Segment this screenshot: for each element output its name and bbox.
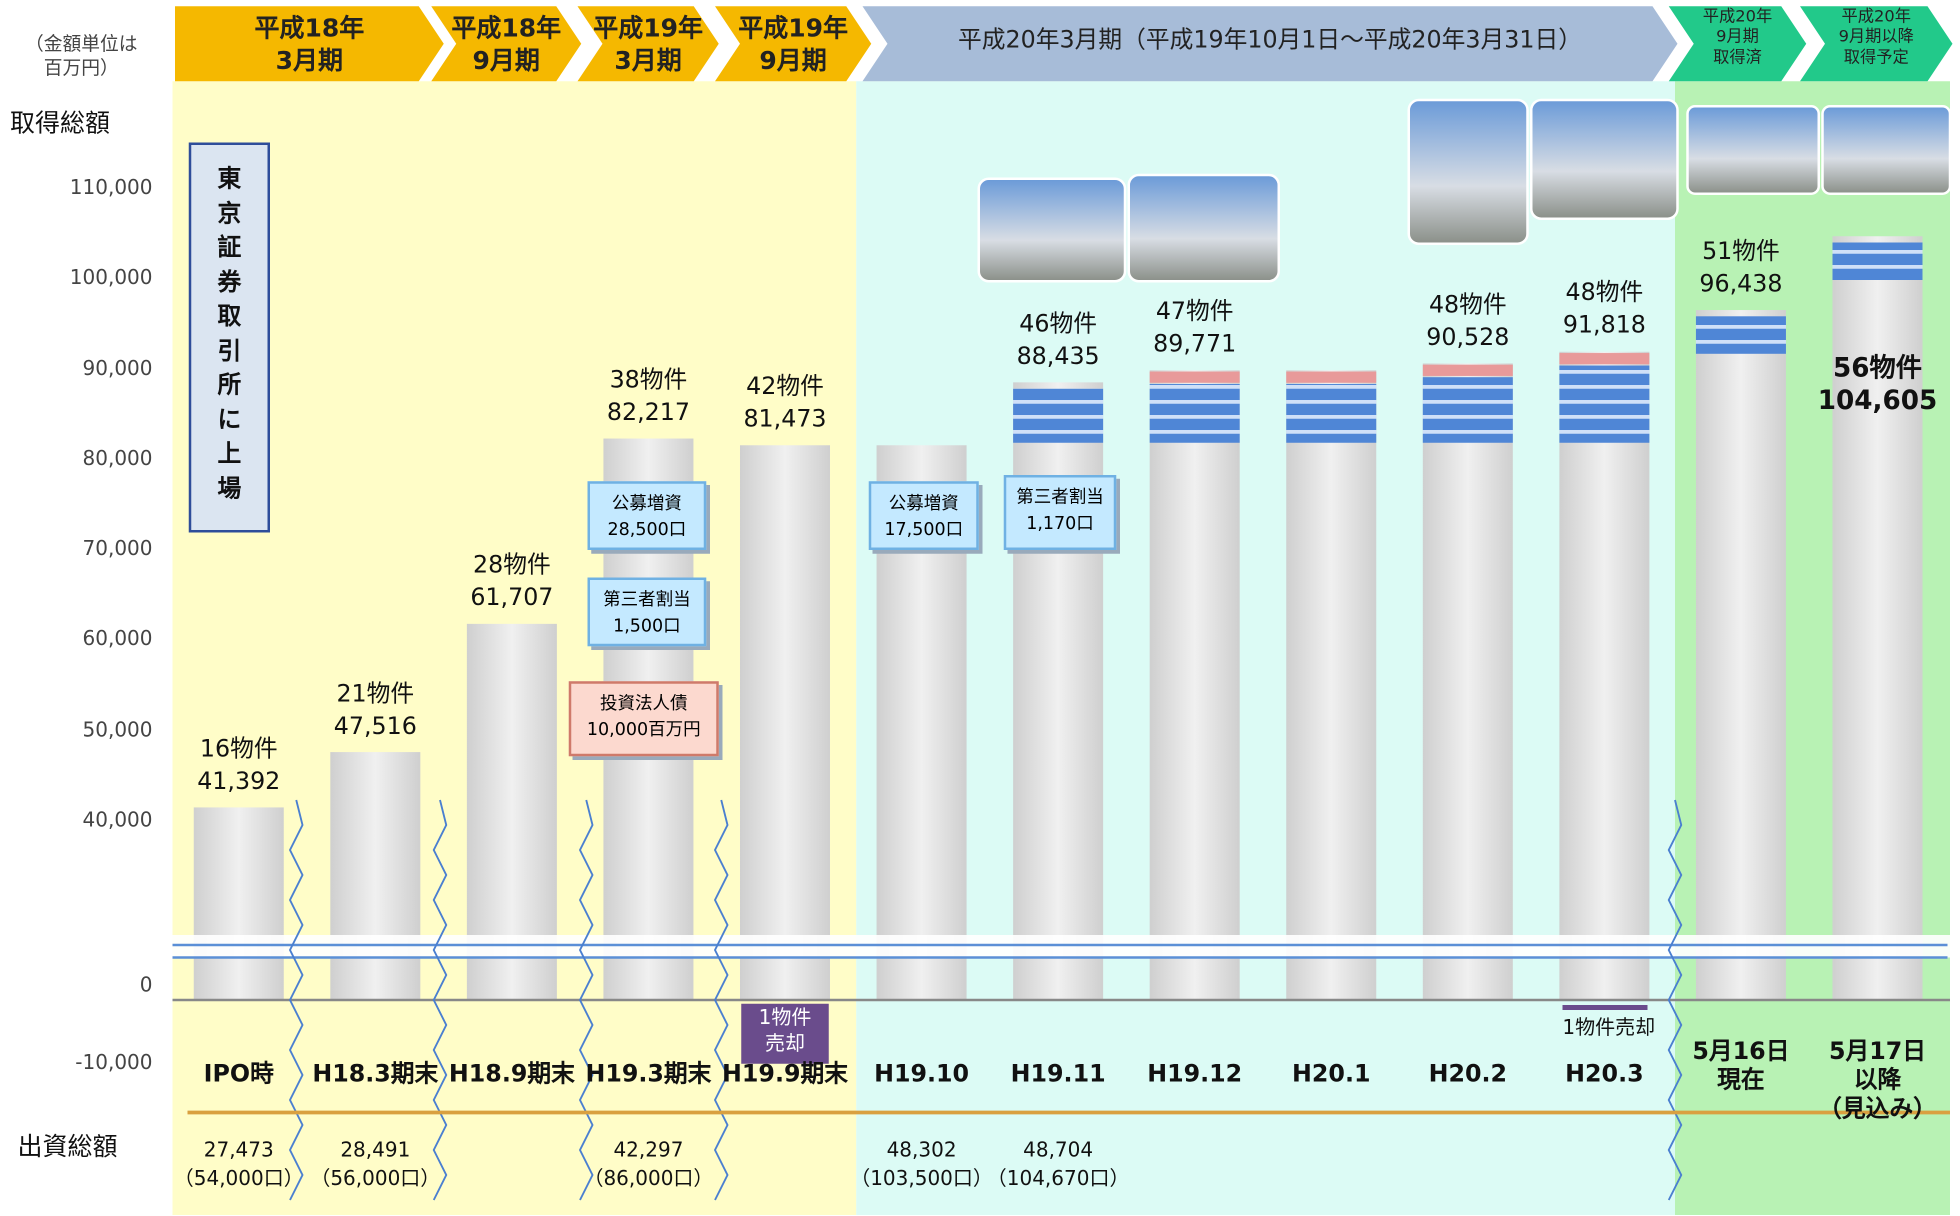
value-label: 104,605 — [1803, 384, 1953, 417]
x-tick-label: IPO時 — [169, 1060, 309, 1088]
value-label: 88,435 — [983, 342, 1133, 372]
increase-stripe — [1286, 372, 1376, 383]
property-count: 21物件 — [300, 680, 450, 710]
period-label: 平成19年 3月期 — [578, 11, 719, 76]
value-label: 82,217 — [573, 399, 723, 429]
callout: 投資法人債 10,000百万円 — [569, 681, 719, 756]
value-label: 61,707 — [437, 584, 587, 614]
y-tick-label: 50,000 — [25, 717, 153, 742]
x-tick-label: H18.3期末 — [305, 1060, 445, 1088]
callout: 第三者割当 1,500口 — [588, 578, 707, 647]
x-tick-label: H19.9期末 — [715, 1060, 855, 1088]
increase-stripe — [1833, 242, 1923, 280]
increase-stripe — [1696, 316, 1786, 354]
period-label: 平成19年 9月期 — [715, 11, 871, 76]
capital-value: 48,704 （104,670口） — [983, 1135, 1133, 1193]
bar — [1696, 310, 1786, 1000]
x-tick-label: 5月16日 現在 — [1671, 1038, 1811, 1095]
value-label: 90,528 — [1393, 323, 1543, 353]
increase-stripe — [1559, 353, 1649, 364]
y-tick-label: -10,000 — [25, 1050, 153, 1075]
property-count: 47物件 — [1120, 298, 1270, 328]
axis-title: 取得総額 — [10, 108, 110, 139]
unit-note: （金額単位は 百万円） — [6, 33, 156, 80]
property-count: 16物件 — [164, 735, 314, 765]
increase-stripe — [1150, 384, 1240, 443]
value-label: 96,438 — [1666, 270, 1816, 300]
property-count: 48物件 — [1393, 291, 1543, 321]
period-label: 平成20年 9月期以降 取得予定 — [1800, 8, 1953, 69]
bar — [194, 807, 284, 1000]
bar — [330, 752, 420, 1000]
callout: 第三者割当 1,170口 — [1004, 475, 1117, 550]
period-label: 平成18年 9月期 — [431, 11, 581, 76]
x-tick-label: H20.2 — [1398, 1060, 1538, 1088]
x-tick-label: H19.10 — [852, 1060, 992, 1088]
x-tick-label: 5月17日 以降 （見込み） — [1808, 1038, 1948, 1123]
value-label: 91,818 — [1529, 312, 1679, 342]
y-tick-label: 60,000 — [25, 627, 153, 652]
period-label: 平成20年3月期（平成19年10月1日～平成20年3月31日） — [863, 25, 1678, 56]
increase-stripe — [1150, 372, 1240, 383]
property-count: 42物件 — [710, 373, 860, 403]
bar — [1286, 370, 1376, 1000]
value-label: 81,473 — [710, 405, 860, 435]
y-tick-label: 110,000 — [25, 175, 153, 200]
sale-note: 1物件 売却 — [741, 1005, 829, 1057]
page: （金額単位は 百万円） 取得総額 出資総額 東 京 証 券 取 引 所 に 上 … — [0, 0, 1960, 1215]
bar — [1423, 363, 1513, 1000]
sale-note: 1物件売却 — [1540, 1015, 1678, 1040]
capital-value: 27,473 （54,000口） — [164, 1135, 314, 1193]
property-count: 51物件 — [1666, 238, 1816, 268]
x-tick-label: H20.1 — [1261, 1060, 1401, 1088]
property-count: 28物件 — [437, 551, 587, 581]
listing-note: 東 京 証 券 取 引 所 に 上 場 — [190, 163, 269, 507]
callout: 公募増資 28,500口 — [588, 481, 707, 550]
increase-stripe — [1423, 377, 1513, 443]
x-tick-label: H19.11 — [988, 1060, 1128, 1088]
bar — [1150, 370, 1240, 1000]
sale-bar — [1563, 1005, 1648, 1010]
value-label: 89,771 — [1120, 330, 1270, 360]
increase-stripe — [1423, 365, 1513, 376]
y-tick-label: 40,000 — [25, 808, 153, 833]
property-count: 48物件 — [1529, 279, 1679, 309]
y-tick-label: 80,000 — [25, 446, 153, 471]
value-label: 41,392 — [164, 767, 314, 797]
value-label: 47,516 — [300, 712, 450, 742]
increase-stripe — [1286, 384, 1376, 443]
y-tick-label: 100,000 — [25, 265, 153, 290]
x-tick-label: H18.9期末 — [442, 1060, 582, 1088]
callout: 公募増資 17,500口 — [869, 481, 979, 550]
increase-stripe — [1013, 389, 1103, 443]
x-tick-label: H19.3期末 — [578, 1060, 718, 1088]
x-tick-label: H19.12 — [1125, 1060, 1265, 1088]
increase-stripe — [1559, 366, 1649, 443]
capital-value: 42,297 （86,000口） — [573, 1135, 723, 1193]
capital-title: 出資総額 — [18, 1131, 118, 1162]
period-label: 平成20年 9月期 取得済 — [1669, 8, 1807, 69]
y-tick-label: 0 — [25, 973, 153, 998]
property-count: 56物件 — [1803, 351, 1953, 384]
capital-value: 28,491 （56,000口） — [300, 1135, 450, 1193]
period-label: 平成18年 3月期 — [175, 11, 444, 76]
capital-value: 48,302 （103,500口） — [847, 1135, 997, 1193]
property-count: 46物件 — [983, 310, 1133, 340]
y-tick-label: 90,000 — [25, 356, 153, 381]
x-tick-label: H20.3 — [1534, 1060, 1674, 1088]
property-count: 38物件 — [573, 366, 723, 396]
bar — [1559, 352, 1649, 1000]
bar — [740, 445, 830, 1000]
y-tick-label: 70,000 — [25, 536, 153, 561]
